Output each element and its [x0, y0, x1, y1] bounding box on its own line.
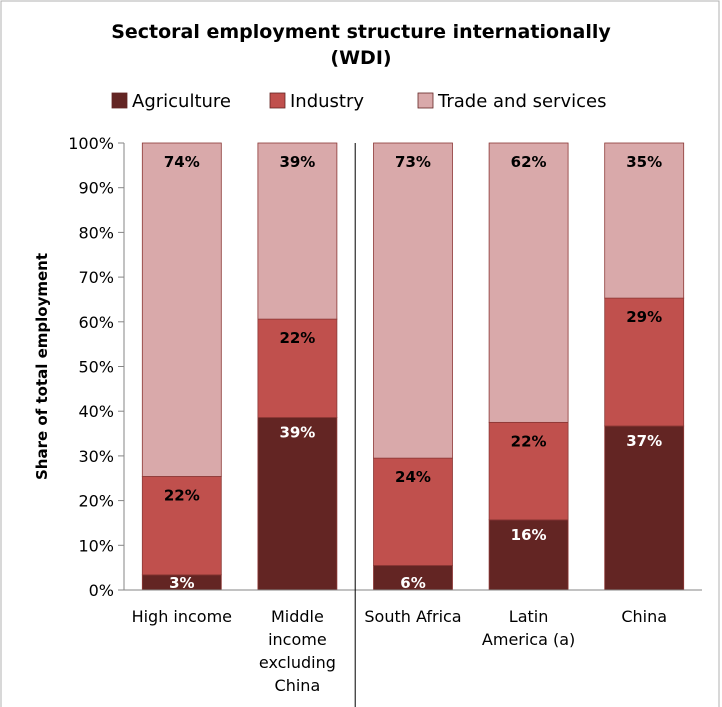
bar-segment [141, 476, 222, 576]
y-tick-label: 0% [89, 581, 114, 600]
bar-segment [488, 519, 569, 591]
y-tick-label: 80% [78, 223, 114, 242]
bar-segment [604, 297, 685, 427]
data-label: 62% [511, 153, 547, 171]
data-label: 22% [164, 486, 200, 504]
x-category-label: income [268, 630, 327, 649]
x-category-label: Middle [271, 607, 324, 626]
bar-segment [373, 142, 453, 459]
bar-segment [257, 142, 338, 320]
data-label: 73% [395, 153, 431, 171]
bar-segment [488, 142, 569, 423]
bar-segment [257, 417, 338, 591]
y-tick-label: 10% [78, 536, 114, 555]
y-tick-label: 60% [78, 313, 114, 332]
data-label: 39% [279, 423, 315, 441]
bar-segment [604, 142, 685, 299]
legend-entry: Trade and services [437, 91, 606, 112]
x-category-label: Latin [509, 607, 549, 626]
y-tick-label: 70% [78, 268, 114, 287]
data-label: 3% [169, 574, 194, 592]
y-tick-label: 20% [78, 492, 114, 511]
data-label: 29% [626, 308, 662, 326]
y-axis: 0% 10% 20% 30% 40% 50% 60% 70% 80% 90% 100% Share o… [33, 134, 125, 600]
data-label: 24% [395, 468, 431, 486]
x-category-label: High income [132, 607, 232, 626]
y-axis-label: Share of total employment [33, 253, 51, 480]
chart-title-line: (WDI) [330, 47, 391, 69]
y-tick-label: 90% [78, 179, 114, 198]
data-label: 39% [279, 153, 315, 171]
chart-title-line: Sectoral employment structure internatio… [111, 21, 611, 43]
y-tick-label: 40% [78, 402, 114, 421]
legend-swatch [269, 92, 286, 109]
x-axis: High income Middle income excluding China Sou… [124, 143, 702, 707]
data-label: 16% [511, 526, 547, 544]
data-label: 6% [400, 574, 425, 592]
x-category-label: America (a) [482, 630, 575, 649]
bar-segment [604, 425, 685, 591]
data-labels: 3% 22% 74% 39% 22% 39% 6% 24% 73% 16% 22% 62% 37% 29%… [164, 153, 662, 592]
y-tick-label: 100% [68, 134, 114, 153]
x-category-label: excluding [259, 653, 336, 672]
legend-entry: Industry [290, 91, 364, 112]
data-label: 37% [626, 432, 662, 450]
bars [141, 142, 685, 591]
legend-swatch [417, 92, 434, 109]
data-label: 22% [279, 329, 315, 347]
legend-swatch [111, 92, 128, 109]
x-category-label: South Africa [364, 607, 461, 626]
data-label: 22% [511, 432, 547, 450]
bar-segment [257, 318, 338, 418]
bar-segment [373, 457, 453, 566]
data-label: 74% [164, 153, 200, 171]
bar-segment [488, 421, 569, 521]
x-category-label: China [621, 607, 667, 626]
legend-entry: Agriculture [132, 91, 231, 112]
y-tick-label: 50% [78, 358, 114, 377]
data-label: 35% [626, 153, 662, 171]
x-category-label: China [275, 676, 321, 695]
bar-segment [141, 142, 222, 477]
y-tick-label: 30% [78, 447, 114, 466]
chart-title: Sectoral employment structure internatio… [111, 21, 611, 69]
legend: Agriculture Industry Trade and services [111, 91, 606, 112]
